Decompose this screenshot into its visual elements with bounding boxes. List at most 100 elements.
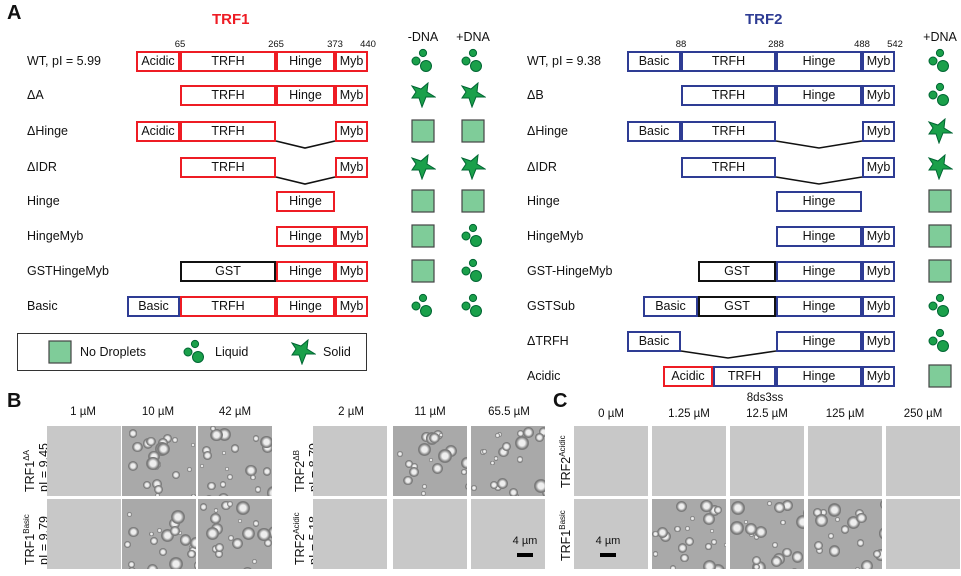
legend-label-no-droplets: No Droplets: [80, 345, 146, 359]
droplet: [219, 481, 227, 488]
droplet: [201, 445, 211, 455]
concentration-header: 250 µM: [903, 408, 943, 420]
droplet: [146, 436, 156, 447]
liquid-droplets-icon: [928, 328, 949, 352]
droplet: [179, 534, 192, 546]
domain-gst: GST: [180, 261, 276, 282]
droplet: [714, 505, 723, 514]
legend-label-solid: Solid: [323, 345, 351, 359]
solid-star-icon: [927, 154, 953, 180]
droplet: [535, 433, 544, 443]
droplet: [856, 539, 865, 547]
droplet: [420, 490, 427, 496]
domain-hinge: Hinge: [776, 296, 862, 317]
panel-label-b: B: [7, 390, 22, 412]
droplet: [163, 434, 173, 443]
domain-hinge: Hinge: [276, 261, 335, 282]
droplet: [703, 559, 717, 569]
micrograph: [198, 426, 272, 496]
concentration-header: 125 µM: [825, 408, 865, 420]
column-header: -DNA: [407, 30, 439, 44]
droplet: [669, 565, 677, 569]
micrograph: [122, 499, 196, 569]
droplet: [172, 471, 181, 480]
residue-number: 65: [174, 39, 186, 50]
concentration-header: 1.25 µM: [668, 408, 710, 420]
droplet: [245, 464, 257, 477]
domain-hinge: Hinge: [776, 366, 862, 387]
domain-myb: Myb: [862, 226, 895, 247]
residue-number: 488: [854, 39, 870, 50]
droplet: [461, 469, 467, 475]
solid-star-icon: [460, 82, 486, 108]
droplet: [812, 507, 822, 517]
liquid-droplets-icon: [411, 293, 432, 317]
droplet: [791, 551, 804, 563]
droplet: [210, 426, 216, 432]
domain-myb: Myb: [862, 51, 895, 72]
droplet: [827, 503, 842, 517]
droplet: [710, 539, 717, 545]
droplet: [213, 508, 219, 514]
droplet: [815, 547, 824, 555]
droplet: [257, 527, 271, 542]
droplet: [127, 512, 132, 517]
trf2-title: TRF2: [745, 11, 783, 28]
domain-acidic: Acidic: [663, 366, 713, 387]
concentration-header: 0 µM: [598, 408, 624, 420]
domain-trfh: TRFH: [180, 121, 276, 142]
droplet: [408, 467, 419, 477]
droplet: [204, 495, 214, 496]
droplet: [127, 560, 136, 569]
droplet: [680, 554, 689, 563]
droplet: [509, 488, 518, 496]
droplet: [820, 509, 827, 516]
micrograph: [574, 499, 648, 569]
droplet: [782, 500, 793, 511]
row-label: GST-HingeMyb: [527, 264, 613, 278]
row-label: ΔHinge: [27, 124, 69, 138]
droplet: [237, 518, 242, 523]
droplet: [190, 442, 196, 448]
droplet: [429, 432, 440, 444]
row-label: Acidic: [527, 369, 561, 383]
droplet: [710, 529, 715, 534]
droplet: [242, 526, 256, 540]
domain-trfh: TRFH: [681, 51, 776, 72]
liquid-droplets-icon: [461, 223, 482, 247]
residue-number: 440: [360, 39, 376, 50]
domain-basic: Basic: [643, 296, 698, 317]
droplet: [461, 457, 467, 470]
droplet: [438, 449, 452, 463]
droplet: [146, 456, 160, 471]
droplet: [231, 537, 244, 550]
domain-myb: Myb: [862, 121, 895, 142]
droplet: [202, 450, 212, 460]
legend: [17, 333, 367, 371]
row-label: ΔA: [27, 88, 44, 102]
domain-basic: Basic: [627, 121, 681, 142]
droplet: [177, 530, 183, 535]
construct-superscript: Basic: [22, 514, 31, 534]
domain-hinge: Hinge: [276, 191, 335, 212]
droplet: [724, 542, 726, 547]
droplet: [262, 467, 272, 476]
domain-myb: Myb: [335, 296, 368, 317]
row-label: HingeMyb: [527, 229, 584, 243]
construct-superscript: Acidic: [558, 435, 567, 457]
droplet: [187, 467, 192, 473]
liquid-droplets-icon: [411, 48, 432, 72]
protein-name: TRF2: [559, 456, 574, 488]
droplet: [236, 501, 250, 516]
droplet: [465, 483, 467, 491]
droplet: [227, 534, 235, 542]
droplet: [745, 523, 758, 535]
row-label: ΔTRFH: [527, 334, 569, 348]
droplet: [813, 541, 823, 551]
droplet: [840, 525, 850, 535]
droplet: [782, 547, 792, 558]
micrograph: [652, 499, 726, 569]
micrograph: [652, 426, 726, 496]
liquid-droplets-icon: [183, 339, 204, 363]
